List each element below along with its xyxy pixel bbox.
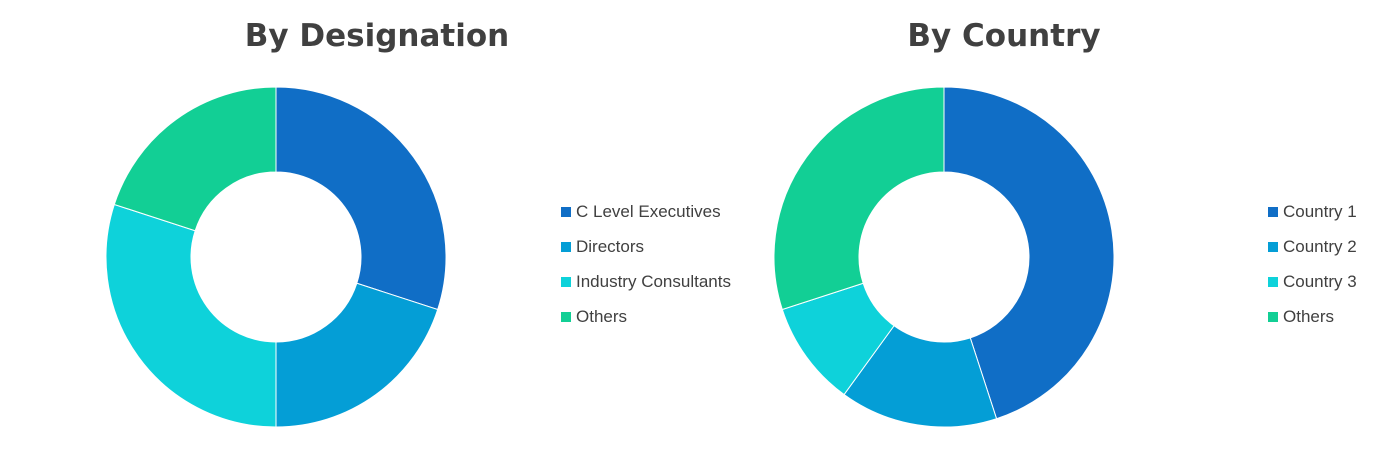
legend-swatch	[561, 206, 571, 217]
legend-label: Directors	[576, 236, 645, 256]
donut-chart	[105, 86, 447, 428]
legend-item: C Level Executives	[561, 194, 731, 229]
legend-label: Country 3	[1283, 271, 1357, 291]
donut-slice-3	[105, 203, 277, 428]
donut-chart	[773, 86, 1115, 428]
legend-swatch	[561, 276, 571, 287]
legend-item: Others	[1268, 299, 1357, 334]
donut-slice-2	[275, 282, 439, 428]
legend-swatch	[1268, 311, 1278, 322]
legend-item: Directors	[561, 229, 731, 264]
legend-swatch	[1268, 276, 1278, 287]
donut-slice-1	[275, 86, 447, 311]
donut-slice-4	[773, 86, 945, 311]
legend-label: Country 2	[1283, 236, 1357, 256]
legend-label: Industry Consultants	[576, 271, 731, 291]
legend-swatch	[1268, 241, 1278, 252]
legend-item: Industry Consultants	[561, 264, 731, 299]
legend-label: Country 1	[1283, 201, 1357, 221]
legend-item: Others	[561, 299, 731, 334]
legend-swatch	[561, 241, 571, 252]
legend-label: C Level Executives	[576, 201, 721, 221]
legend: C Level Executives Directors Industry Co…	[561, 194, 731, 334]
legend-item: Country 2	[1268, 229, 1357, 264]
designation-chart-panel: By Designation C Level Executives Direct…	[105, 18, 731, 428]
legend-swatch	[561, 311, 571, 322]
country-chart-panel: By Country Country 1 Country 2 Country 3…	[760, 0, 1379, 450]
donut-slice-4	[113, 86, 277, 232]
chart-title: By Designation	[244, 18, 510, 54]
legend-item: Country 1	[1268, 194, 1357, 229]
legend-label: Others	[1283, 306, 1335, 326]
donut-slice-1	[943, 86, 1115, 420]
legend-swatch	[1268, 206, 1278, 217]
legend-item: Country 3	[1268, 264, 1357, 299]
legend-label: Others	[576, 306, 628, 326]
chart-title: By Country	[907, 18, 1101, 54]
legend: Country 1 Country 2 Country 3 Others	[1268, 194, 1357, 334]
